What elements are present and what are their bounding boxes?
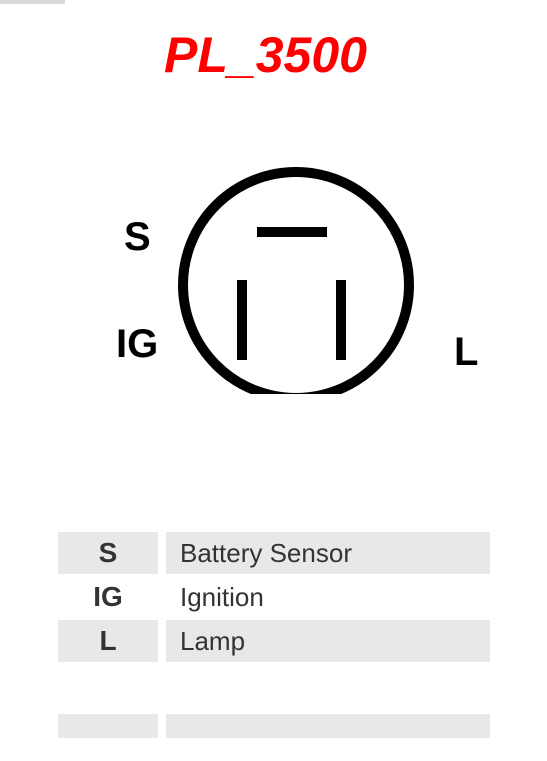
bottom-bars xyxy=(58,714,490,738)
label-l: L xyxy=(454,330,478,375)
legend-table: S Battery Sensor IG Ignition L Lamp xyxy=(58,532,490,664)
legend-row: IG Ignition xyxy=(58,576,490,618)
legend-row: S Battery Sensor xyxy=(58,532,490,574)
legend-desc: Ignition xyxy=(166,576,490,618)
bottom-bar-right xyxy=(166,714,490,738)
label-ig: IG xyxy=(116,322,158,367)
legend-desc: Lamp xyxy=(166,620,490,662)
legend-row: L Lamp xyxy=(58,620,490,662)
top-edge-decoration xyxy=(0,0,65,4)
part-number-title: PL_3500 xyxy=(164,26,367,84)
pin-ig xyxy=(237,280,247,360)
legend-desc: Battery Sensor xyxy=(166,532,490,574)
label-s: S xyxy=(124,215,151,260)
connector-outline xyxy=(178,167,414,403)
pin-l xyxy=(336,280,346,360)
legend-code: IG xyxy=(58,576,158,618)
pin-s xyxy=(257,227,327,237)
legend-code: L xyxy=(58,620,158,662)
legend-code: S xyxy=(58,532,158,574)
circle-bottom-break xyxy=(248,394,348,404)
bottom-bar-left xyxy=(58,714,158,738)
